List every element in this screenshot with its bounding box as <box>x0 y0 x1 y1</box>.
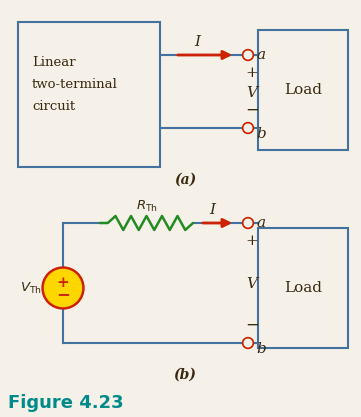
Text: Linear: Linear <box>32 55 75 68</box>
Circle shape <box>243 50 253 60</box>
Text: I: I <box>209 203 216 217</box>
Text: I: I <box>194 35 200 49</box>
Text: b: b <box>256 127 266 141</box>
Text: +: + <box>245 66 258 80</box>
Circle shape <box>243 123 253 133</box>
Bar <box>258 228 348 348</box>
Text: circuit: circuit <box>32 100 75 113</box>
Text: +: + <box>245 234 258 248</box>
Text: +: + <box>57 276 69 290</box>
Bar <box>258 30 348 150</box>
Circle shape <box>44 269 82 306</box>
Circle shape <box>243 218 253 229</box>
Text: b: b <box>256 342 266 356</box>
Circle shape <box>244 219 252 227</box>
Text: V: V <box>247 277 257 291</box>
Text: V: V <box>247 85 257 100</box>
Circle shape <box>244 51 252 59</box>
Text: Figure 4.23: Figure 4.23 <box>8 394 123 412</box>
Text: $R_{\rm Th}$: $R_{\rm Th}$ <box>135 198 157 214</box>
Text: −: − <box>245 317 259 334</box>
Text: (b): (b) <box>174 368 196 382</box>
Text: Load: Load <box>284 281 322 295</box>
Circle shape <box>244 124 252 132</box>
Text: −: − <box>245 101 259 118</box>
Text: −: − <box>56 286 70 304</box>
Text: a: a <box>256 216 266 230</box>
Circle shape <box>244 339 252 347</box>
Text: two-terminal: two-terminal <box>32 78 118 90</box>
Text: a: a <box>256 48 266 62</box>
Text: (a): (a) <box>174 173 196 187</box>
Text: $V_{\rm Th}$: $V_{\rm Th}$ <box>20 281 42 296</box>
Circle shape <box>42 267 84 309</box>
Text: Load: Load <box>284 83 322 97</box>
Circle shape <box>243 337 253 349</box>
Bar <box>18 22 160 167</box>
